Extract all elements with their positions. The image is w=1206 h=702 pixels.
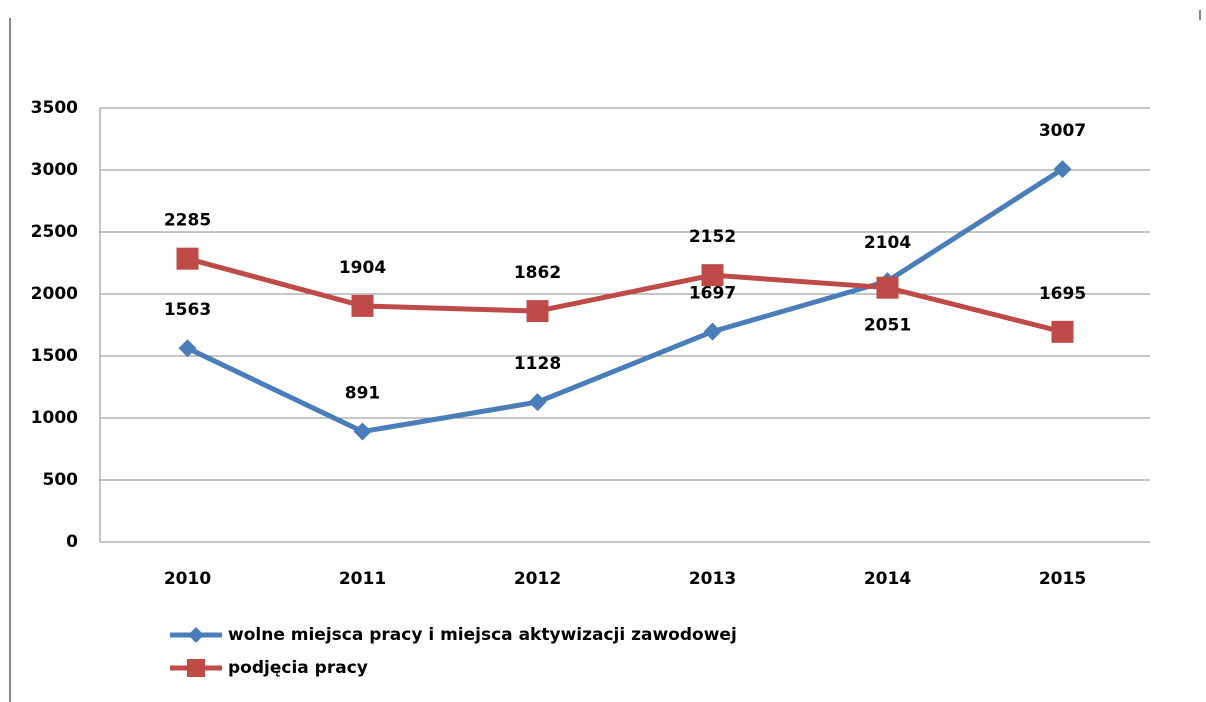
data-label: 1563 xyxy=(164,300,211,320)
x-tick-label: 2015 xyxy=(1039,569,1086,589)
data-label: 1695 xyxy=(1039,284,1086,304)
y-tick-label: 3500 xyxy=(31,98,78,118)
data-label: 3007 xyxy=(1039,121,1086,141)
marker xyxy=(526,300,549,323)
marker xyxy=(188,627,204,643)
marker xyxy=(703,322,722,341)
marker xyxy=(351,294,374,317)
y-tick-label: 2500 xyxy=(31,222,78,242)
x-tick-label: 2011 xyxy=(339,569,386,589)
y-tick-label: 1500 xyxy=(31,346,78,366)
marker xyxy=(176,247,199,270)
data-label: 2152 xyxy=(689,227,736,247)
y-tick-label: 1000 xyxy=(31,408,78,428)
series-line xyxy=(186,167,1064,435)
data-label: 1697 xyxy=(689,284,736,304)
legend-label: wolne miejsca pracy i miejsca aktywizacj… xyxy=(228,625,737,645)
marker xyxy=(353,422,372,441)
data-label: 1904 xyxy=(339,258,386,278)
marker xyxy=(1053,160,1072,179)
legend-label: podjęcia pracy xyxy=(228,658,368,678)
x-tick-label: 2012 xyxy=(514,569,561,589)
x-tick-label: 2010 xyxy=(164,569,211,589)
marker xyxy=(701,264,724,287)
data-label: 2104 xyxy=(864,233,911,253)
x-tick-label: 2014 xyxy=(864,569,911,589)
marker xyxy=(876,276,899,299)
data-label: 2285 xyxy=(164,211,211,231)
y-tick-label: 3000 xyxy=(31,160,78,180)
marker xyxy=(187,659,205,677)
y-tick-label: 2000 xyxy=(31,284,78,304)
marker xyxy=(178,339,197,358)
data-label: 2051 xyxy=(864,316,911,336)
data-label: 891 xyxy=(345,384,381,404)
y-tick-label: 0 xyxy=(66,532,78,552)
marker xyxy=(528,393,547,412)
x-tick-label: 2013 xyxy=(689,569,736,589)
marker xyxy=(1051,320,1074,343)
series-line xyxy=(186,256,1064,335)
data-label: 1128 xyxy=(514,354,561,374)
y-tick-label: 500 xyxy=(43,470,79,490)
data-label: 1862 xyxy=(514,263,561,283)
